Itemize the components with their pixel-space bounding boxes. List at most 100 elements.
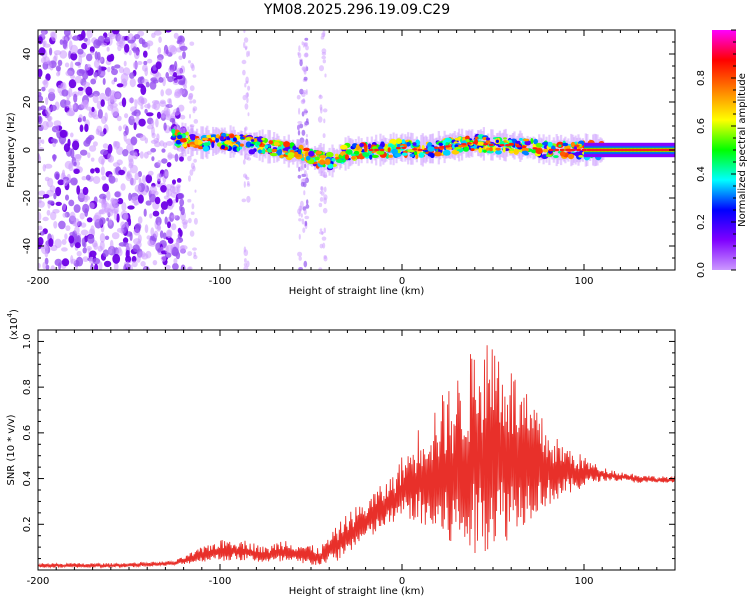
- streak-mark: [296, 94, 301, 100]
- noise-mark: [171, 223, 177, 231]
- streak-mark: [301, 218, 305, 225]
- ridge-mark: [355, 144, 360, 151]
- noise-mark: [87, 152, 91, 159]
- ridge-peak-mark: [505, 144, 511, 147]
- x-tick-label: -100: [209, 576, 232, 587]
- y-multiplier: (x104): [6, 309, 20, 340]
- y-tick-label: 1.0: [22, 333, 33, 349]
- noise-mark: [38, 225, 43, 231]
- noise-mark: [82, 247, 87, 254]
- streak-mark: [304, 215, 310, 220]
- streak-mark: [243, 41, 246, 49]
- noise-mark: [150, 148, 157, 153]
- noise-mark: [140, 261, 146, 267]
- ridge-peak-mark: [483, 143, 489, 146]
- streak-mark: [321, 32, 325, 37]
- streak-mark: [303, 76, 308, 81]
- noise-mark: [154, 196, 161, 205]
- ridge-mark: [229, 134, 235, 139]
- ridge-peak-mark: [516, 145, 521, 148]
- noise-mark: [73, 154, 82, 159]
- noise-mark: [152, 210, 160, 217]
- noise-mark: [87, 234, 95, 244]
- ridge-mark: [344, 154, 349, 160]
- noise-mark: [54, 171, 60, 180]
- noise-mark: [107, 143, 113, 154]
- ridge-mark: [508, 150, 514, 154]
- ridge-mark: [465, 135, 470, 141]
- noise-mark: [173, 32, 179, 39]
- noise-mark: [63, 30, 71, 37]
- ridge-peak-mark: [590, 148, 596, 152]
- noise-mark: [43, 56, 50, 65]
- ridge-mark: [262, 148, 266, 155]
- streak-mark: [242, 94, 247, 101]
- noise-mark: [155, 61, 162, 70]
- noise-mark: [47, 200, 55, 205]
- y-tick-label: -20: [22, 190, 33, 206]
- ridge-peak-mark: [663, 148, 669, 152]
- ridge-mark: [171, 128, 176, 134]
- noise-mark: [73, 93, 78, 103]
- noise-mark: [149, 185, 158, 195]
- noise-mark: [90, 157, 95, 162]
- ridge-halo: [410, 132, 413, 165]
- noise-mark: [107, 66, 111, 73]
- ridge-mark: [268, 140, 274, 145]
- snr-line: [38, 345, 675, 569]
- noise-mark: [151, 132, 156, 139]
- streak-mark: [321, 236, 327, 241]
- x-tick-label: -200: [27, 576, 50, 587]
- streak-mark: [193, 255, 198, 260]
- noise-mark: [53, 120, 62, 127]
- streak-mark: [322, 108, 328, 113]
- noise-mark: [92, 114, 100, 120]
- noise-mark: [89, 250, 97, 258]
- ridge-peak-mark: [648, 148, 654, 152]
- ridge-mark: [194, 138, 199, 145]
- noise-mark: [85, 174, 91, 181]
- ridge-mark: [258, 149, 262, 154]
- noise-mark: [139, 151, 144, 159]
- ridge-mark: [530, 138, 534, 144]
- noise-mark: [100, 99, 105, 107]
- ridge-peak-mark: [565, 148, 571, 152]
- ridge-mark: [250, 139, 255, 142]
- noise-mark: [72, 103, 77, 110]
- noise-mark: [72, 140, 80, 151]
- noise-mark: [85, 64, 91, 71]
- ridge-mark: [322, 163, 326, 168]
- noise-mark: [157, 248, 162, 253]
- noise-mark: [120, 183, 126, 191]
- noise-mark: [90, 51, 95, 56]
- noise-mark: [38, 142, 41, 148]
- ridge-mark: [279, 154, 284, 159]
- noise-mark: [152, 260, 158, 266]
- noise-mark: [120, 221, 126, 229]
- noise-mark: [151, 156, 155, 162]
- ridge-mark: [454, 137, 459, 141]
- noise-mark: [77, 86, 84, 91]
- noise-mark: [183, 84, 188, 90]
- streak-mark: [319, 65, 324, 72]
- ridge-mark: [388, 154, 393, 158]
- ridge-mark: [485, 139, 491, 145]
- noise-mark: [128, 192, 132, 201]
- noise-mark: [128, 97, 135, 104]
- noise-mark: [111, 106, 119, 117]
- noise-mark: [58, 220, 66, 230]
- noise-mark: [149, 213, 153, 219]
- colorbar-label: Normalized spectral amplitude: [737, 73, 748, 227]
- noise-mark: [116, 83, 124, 88]
- noise-mark: [62, 39, 68, 50]
- noise-mark: [124, 113, 129, 119]
- ridge-mark: [298, 149, 302, 156]
- noise-mark: [167, 221, 171, 229]
- noise-mark: [68, 40, 73, 51]
- ridge-mark: [249, 143, 254, 147]
- noise-mark: [68, 79, 77, 89]
- noise-mark: [55, 124, 59, 133]
- noise-mark: [92, 257, 101, 265]
- ridge-mark: [452, 143, 456, 150]
- noise-mark: [47, 91, 56, 102]
